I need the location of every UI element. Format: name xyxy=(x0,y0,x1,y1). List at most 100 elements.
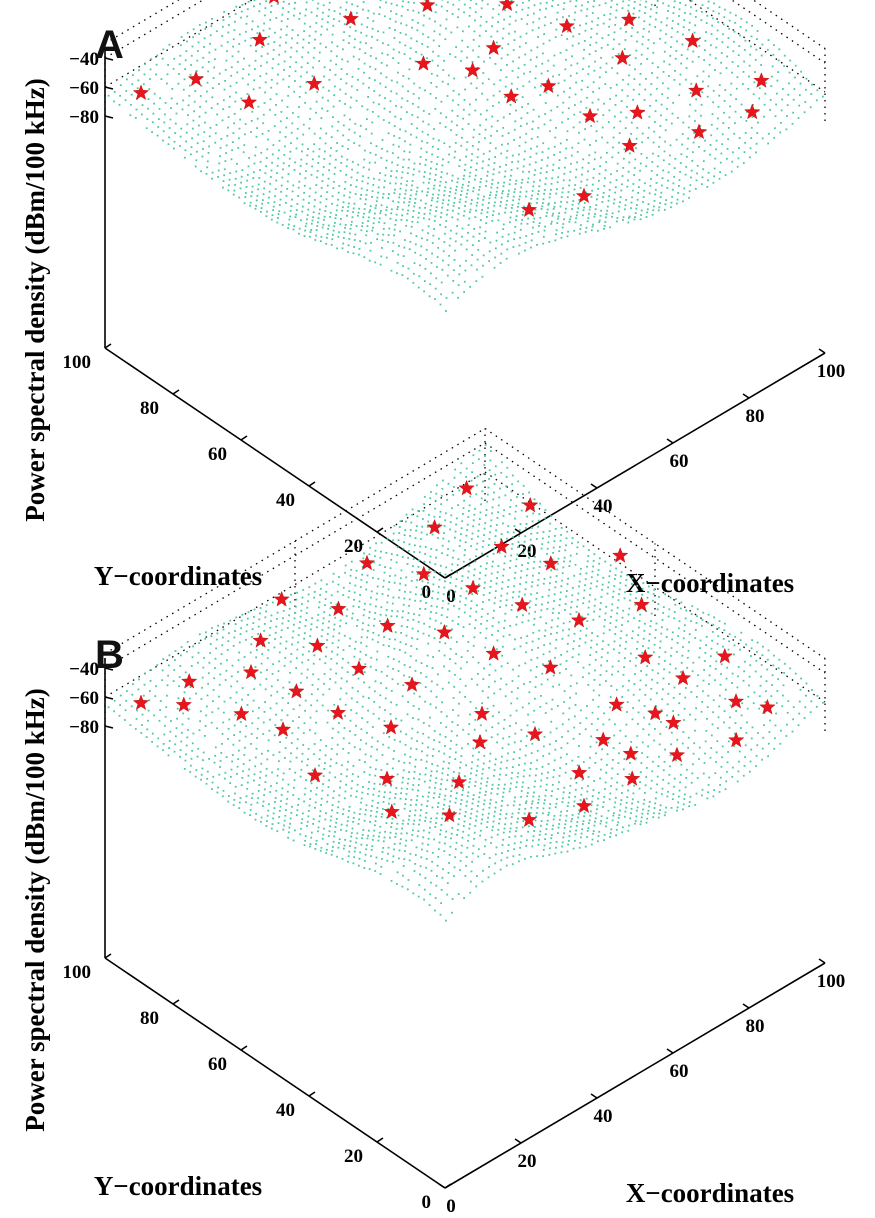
surface-point xyxy=(527,825,530,828)
surface-point xyxy=(209,42,211,45)
surface-point xyxy=(385,256,388,259)
surface-point xyxy=(547,156,549,159)
surface-point xyxy=(405,733,408,736)
surface-point xyxy=(276,774,279,777)
surface-point xyxy=(367,9,370,12)
surface-point xyxy=(278,204,281,206)
surface-point xyxy=(447,203,449,206)
surface-point xyxy=(536,136,539,138)
surface-point xyxy=(378,221,380,224)
surface-point xyxy=(332,233,334,236)
surface-point xyxy=(433,184,436,187)
surface-point xyxy=(509,221,511,224)
surface-point xyxy=(130,93,133,96)
surface-point xyxy=(342,124,345,127)
surface-point xyxy=(404,239,406,241)
surface-point xyxy=(385,167,387,169)
surface-point xyxy=(588,65,590,68)
surface-point xyxy=(648,192,651,195)
surface-point xyxy=(720,61,722,64)
surface-point xyxy=(293,225,296,227)
surface-point xyxy=(254,765,257,768)
surface-point xyxy=(595,41,598,44)
surface-point xyxy=(448,145,451,148)
surface-point xyxy=(426,850,429,853)
surface-point xyxy=(391,250,394,252)
surface-point xyxy=(659,37,661,40)
surface-point xyxy=(351,75,354,78)
surface-point xyxy=(499,79,502,82)
surface-point xyxy=(272,209,274,211)
surface-point xyxy=(586,220,589,223)
surface-point xyxy=(404,753,406,756)
surface-point xyxy=(478,240,480,242)
surface-point xyxy=(326,236,328,239)
surface-point xyxy=(497,13,500,16)
surface-point xyxy=(469,823,471,826)
surface-point xyxy=(328,830,331,833)
sensor-star xyxy=(251,31,268,47)
surface-point xyxy=(344,224,347,226)
surface-point xyxy=(153,102,155,105)
surface-point xyxy=(229,85,232,88)
surface-point xyxy=(429,826,431,829)
surface-point xyxy=(135,718,138,720)
surface-point xyxy=(406,787,409,790)
surface-point xyxy=(411,220,414,223)
surface-point xyxy=(269,718,271,721)
surface-point xyxy=(460,851,463,854)
surface-point xyxy=(270,785,272,787)
surface-point xyxy=(374,79,376,82)
surface-point xyxy=(429,172,432,175)
surface-point xyxy=(198,642,201,644)
surface-point xyxy=(307,148,309,150)
surface-point xyxy=(375,815,377,818)
z-tick-mark xyxy=(104,696,114,700)
surface-point xyxy=(633,174,635,176)
surface-point xyxy=(743,60,745,63)
surface-point xyxy=(385,209,388,211)
surface-point xyxy=(505,156,508,159)
surface-point xyxy=(306,71,308,74)
surface-point xyxy=(451,179,453,182)
surface-point xyxy=(366,793,369,795)
surface-point xyxy=(271,823,274,825)
surface-point xyxy=(242,68,245,71)
surface-point xyxy=(364,203,367,205)
surface-point xyxy=(387,846,390,849)
surface-point xyxy=(521,106,523,108)
surface-point xyxy=(431,851,434,854)
surface-point xyxy=(588,154,591,157)
surface-point xyxy=(409,852,412,855)
surface-point xyxy=(506,248,509,251)
surface-point xyxy=(560,196,563,198)
surface-point xyxy=(533,830,536,832)
surface-point xyxy=(390,880,393,882)
surface-point xyxy=(258,706,260,709)
surface-point xyxy=(250,195,253,198)
surface-point xyxy=(274,195,276,198)
surface-point xyxy=(299,85,302,88)
surface-point xyxy=(243,811,246,814)
surface-point xyxy=(209,34,212,37)
surface-point xyxy=(218,683,221,686)
surface-point xyxy=(519,35,522,38)
surface-point xyxy=(597,17,600,20)
surface-point xyxy=(342,737,345,740)
surface-point xyxy=(531,190,534,192)
surface-point xyxy=(198,729,201,732)
surface-point xyxy=(498,778,501,781)
surface-point xyxy=(324,754,327,757)
surface-point xyxy=(481,772,484,775)
surface-point xyxy=(334,158,337,161)
surface-point xyxy=(684,12,686,14)
surface-point xyxy=(424,164,427,166)
surface-point xyxy=(293,90,296,93)
surface-point xyxy=(580,836,582,839)
surface-point xyxy=(227,640,230,642)
surface-point xyxy=(306,214,309,216)
surface-point xyxy=(522,170,524,173)
surface-point xyxy=(199,720,201,723)
surface-point xyxy=(368,781,370,783)
sensor-star xyxy=(306,75,323,91)
